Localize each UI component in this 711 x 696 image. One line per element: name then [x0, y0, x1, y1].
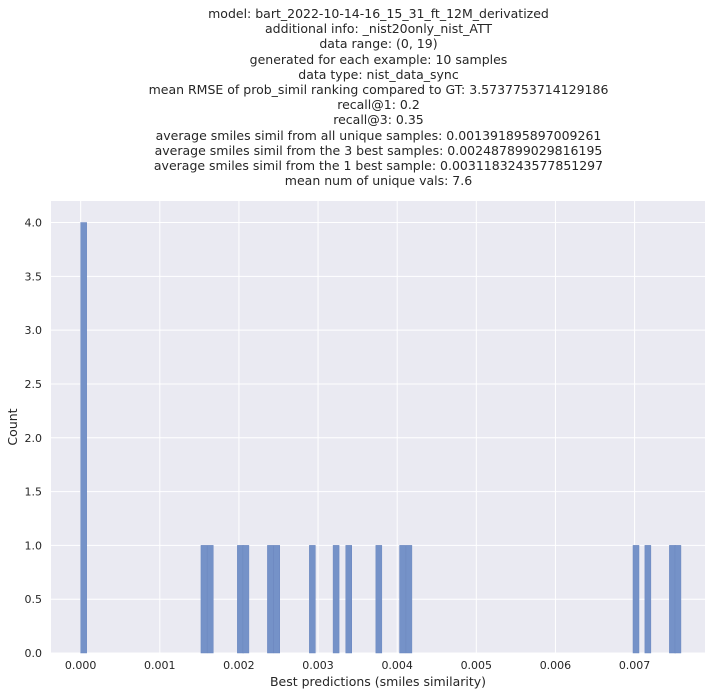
- histogram-bar: [80, 222, 87, 654]
- title-line: recall@1: 0.2: [337, 97, 420, 113]
- histogram-bar: [375, 545, 383, 654]
- title-line: average smiles simil from the 3 best sam…: [154, 142, 603, 158]
- histogram-bar: [267, 545, 274, 654]
- y-tick-label: 1.0: [25, 539, 43, 552]
- title-line: data range: (0, 19): [319, 36, 438, 52]
- x-axis-ticks: 0.000 0.001 0.002 0.003 0.004 0.005 0.006 0.007: [65, 659, 650, 672]
- histogram-bar: [399, 545, 406, 654]
- title-line: average smiles simil from all unique sam…: [155, 127, 602, 143]
- chart-title: model: bart_2022-10-14-16_15_31_ft_12M_d…: [0, 6, 711, 188]
- bars: [80, 222, 682, 654]
- title-line: recall@3: 0.35: [333, 112, 424, 128]
- histogram-bar: [273, 545, 280, 654]
- x-axis-label: Best predictions (smiles similarity): [270, 674, 486, 689]
- title-line: model: bart_2022-10-14-16_15_31_ft_12M_d…: [208, 6, 549, 21]
- x-tick-label: 0.006: [540, 659, 572, 672]
- x-tick-label: 0.002: [223, 659, 255, 672]
- y-axis-label: Count: [5, 408, 20, 445]
- y-axis-ticks: 0.0 0.5 1.0 1.5 2.0 2.5 3.0 3.5 4.0: [25, 217, 43, 660]
- y-tick-label: 0.0: [25, 647, 43, 660]
- x-tick-label: 0.000: [65, 659, 97, 672]
- x-tick-label: 0.003: [302, 659, 334, 672]
- histogram-bar: [332, 545, 340, 654]
- x-tick-label: 0.001: [144, 659, 176, 672]
- y-tick-label: 3.0: [25, 324, 43, 337]
- histogram-bar: [674, 545, 682, 654]
- y-tick-label: 3.5: [25, 270, 43, 283]
- x-tick-label: 0.005: [461, 659, 493, 672]
- histogram-bar: [242, 545, 250, 654]
- title-line: generated for each example: 10 samples: [249, 51, 508, 67]
- histogram-bar: [644, 545, 652, 654]
- histogram-bar: [207, 545, 214, 654]
- histogram-bar: [309, 545, 316, 654]
- title-line: mean num of unique vals: 7.6: [284, 173, 473, 189]
- y-tick-label: 2.0: [25, 432, 43, 445]
- y-tick-label: 1.5: [25, 486, 43, 499]
- histogram-bar: [237, 545, 244, 654]
- title-line: additional info: _nist20only_nist_ATT: [264, 21, 493, 37]
- x-tick-label: 0.004: [381, 659, 413, 672]
- histogram-bar: [632, 545, 640, 654]
- x-tick-label: 0.007: [619, 659, 651, 672]
- title-line: average smiles simil from the 1 best sam…: [153, 158, 604, 174]
- histogram-bar: [345, 545, 353, 654]
- y-tick-label: 0.5: [25, 593, 43, 606]
- y-tick-label: 2.5: [25, 378, 43, 391]
- histogram-bar: [200, 545, 208, 654]
- title-line: mean RMSE of prob_simil ranking compared…: [148, 82, 609, 98]
- histogram-bar: [669, 545, 676, 654]
- histogram-bar: [405, 545, 413, 654]
- title-line: data type: nist_data_sync: [298, 66, 459, 82]
- y-tick-label: 4.0: [25, 217, 43, 230]
